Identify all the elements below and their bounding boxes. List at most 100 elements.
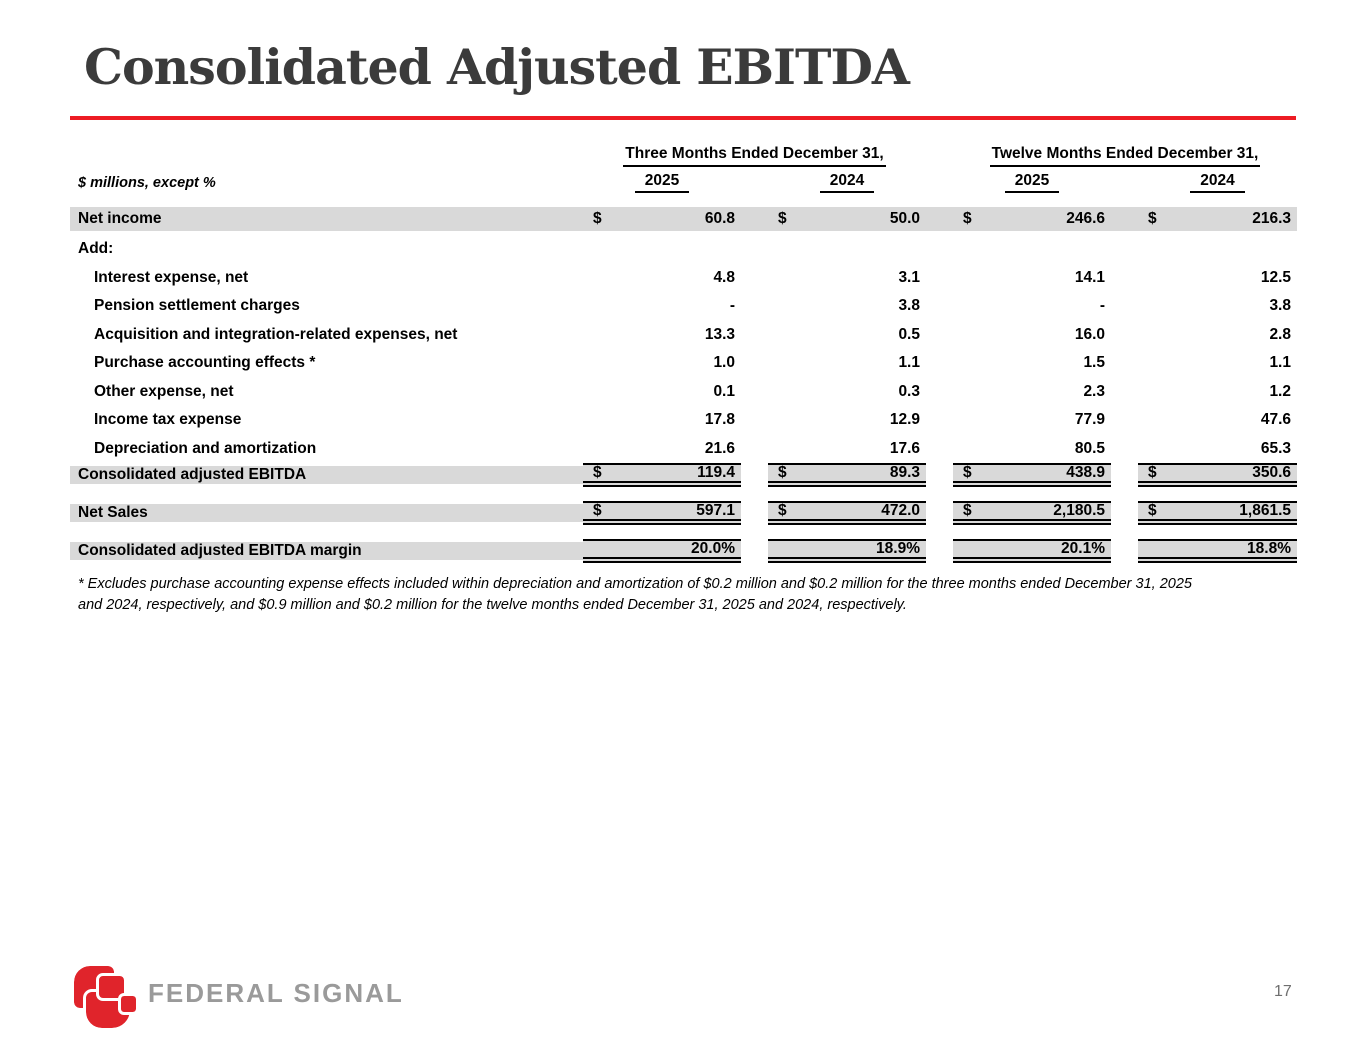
column-gap	[1111, 264, 1138, 293]
cell-value: 60.8	[704, 210, 735, 227]
col-group-header: Twelve Months Ended December 31,	[989, 145, 1261, 167]
row-label: Add:	[78, 240, 114, 258]
cell-value: 0.5	[898, 325, 920, 343]
column-gap	[926, 435, 953, 464]
value-cell: $ 216.3	[1138, 207, 1297, 231]
cell-value: 20.1%	[1061, 540, 1105, 557]
column-gap	[926, 145, 953, 167]
column-gap	[926, 501, 953, 525]
value-cell: $ 246.6	[953, 207, 1111, 231]
cell-value: 4.8	[713, 268, 735, 286]
column-gap	[926, 463, 953, 487]
column-gap	[741, 292, 768, 321]
column-gap	[926, 207, 953, 231]
table-row: Net Sales $ 597.1 $ 472.0 $ 2,180.5 $ 1,…	[70, 501, 1297, 525]
table-row: Pension settlement charges - 3.8 - 3.8	[70, 292, 1297, 321]
col-group-three-months: Three Months Ended December 31,	[583, 145, 926, 167]
cell-value: 20.0%	[691, 540, 735, 557]
value-cell: 3.1	[768, 264, 926, 293]
row-label: Consolidated adjusted EBITDA	[70, 466, 583, 484]
dollar-sign: $	[963, 210, 972, 227]
row-label: Depreciation and amortization	[94, 439, 317, 457]
table-row: Interest expense, net 4.8 3.1 14.1 12.5	[70, 264, 1297, 293]
cell-value: 438.9	[1066, 464, 1105, 481]
value-cell: $ 472.0	[768, 501, 926, 525]
dollar-sign: $	[1148, 210, 1157, 227]
logo-wordmark: FEDERAL SIGNAL	[148, 978, 404, 1008]
cell-value: 77.9	[1074, 411, 1105, 429]
value-cell: 21.6	[583, 435, 741, 464]
cell-value: 1.1	[898, 354, 920, 372]
dollar-sign: $	[778, 502, 787, 519]
value-cell: 12.5	[1138, 264, 1297, 293]
value-cell: $ 2,180.5	[953, 501, 1111, 525]
value-cell: 2.8	[1138, 321, 1297, 350]
value-cell: 2.3	[953, 378, 1111, 407]
value-cell: -	[953, 292, 1111, 321]
value-cell: 18.9%	[768, 539, 926, 563]
value-cell: 1.2	[1138, 378, 1297, 407]
year-header: 2025	[953, 172, 1111, 193]
cell-value: 3.8	[898, 297, 920, 315]
column-gap	[926, 321, 953, 350]
value-cell: 20.1%	[953, 539, 1111, 563]
column-gap	[741, 235, 768, 264]
value-cell: 1.1	[768, 349, 926, 378]
value-cell: $ 119.4	[583, 463, 741, 487]
row-label: Purchase accounting effects *	[94, 354, 316, 372]
column-gap	[1111, 207, 1138, 231]
value-cell: 17.8	[583, 406, 741, 435]
column-gap	[741, 463, 768, 487]
value-cell	[1138, 235, 1297, 264]
value-cell: 0.5	[768, 321, 926, 350]
table-rows: Net income $ 60.8 $ 50.0 $ 246.6 $ 216.3	[70, 207, 1297, 563]
column-gap	[1111, 501, 1138, 525]
federal-signal-logo: FEDERAL SIGNAL	[71, 963, 402, 1031]
table-row: Income tax expense 17.8 12.9 77.9 47.6	[70, 406, 1297, 435]
value-cell: 1.0	[583, 349, 741, 378]
value-cell: 20.0%	[583, 539, 741, 563]
value-cell: $ 597.1	[583, 501, 741, 525]
year-label: 2025	[1004, 172, 1060, 193]
value-cell: 3.8	[1138, 292, 1297, 321]
cell-value: 3.1	[898, 268, 920, 286]
cell-value: -	[1099, 297, 1105, 315]
dollar-sign: $	[593, 464, 602, 481]
column-gap	[741, 539, 768, 563]
cell-value: 246.6	[1066, 210, 1105, 227]
cell-value: 80.5	[1074, 439, 1105, 457]
value-cell: 12.9	[768, 406, 926, 435]
column-gap	[926, 235, 953, 264]
column-gap	[741, 321, 768, 350]
cell-value: 1.0	[713, 354, 735, 372]
fs-logo-shape	[96, 973, 127, 1001]
value-cell: $ 50.0	[768, 207, 926, 231]
column-gap	[1111, 235, 1138, 264]
cell-value: 0.1	[713, 382, 735, 400]
value-cell: 77.9	[953, 406, 1111, 435]
cell-value: 18.9%	[876, 540, 920, 557]
cell-value: 2,180.5	[1053, 502, 1105, 519]
value-cell: 18.8%	[1138, 539, 1297, 563]
col-group-header: Three Months Ended December 31,	[623, 145, 886, 167]
column-gap	[741, 207, 768, 231]
column-gap	[1111, 349, 1138, 378]
column-gap	[1111, 321, 1138, 350]
cell-value: 17.8	[704, 411, 735, 429]
cell-value: 119.4	[697, 464, 735, 481]
value-cell: $ 1,861.5	[1138, 501, 1297, 525]
value-cell: 4.8	[583, 264, 741, 293]
value-cell: 0.3	[768, 378, 926, 407]
value-cell: 3.8	[768, 292, 926, 321]
value-cell	[583, 235, 741, 264]
table-row: Purchase accounting effects * 1.0 1.1 1.…	[70, 349, 1297, 378]
row-label: Other expense, net	[94, 382, 234, 400]
dollar-sign: $	[778, 464, 787, 481]
value-cell: 1.1	[1138, 349, 1297, 378]
value-cell	[768, 235, 926, 264]
row-label: Pension settlement charges	[94, 297, 300, 315]
table-group-header-row: Three Months Ended December 31, Twelve M…	[70, 145, 1297, 167]
column-gap	[926, 539, 953, 563]
column-gap	[1111, 378, 1138, 407]
cell-value: 0.3	[898, 382, 920, 400]
